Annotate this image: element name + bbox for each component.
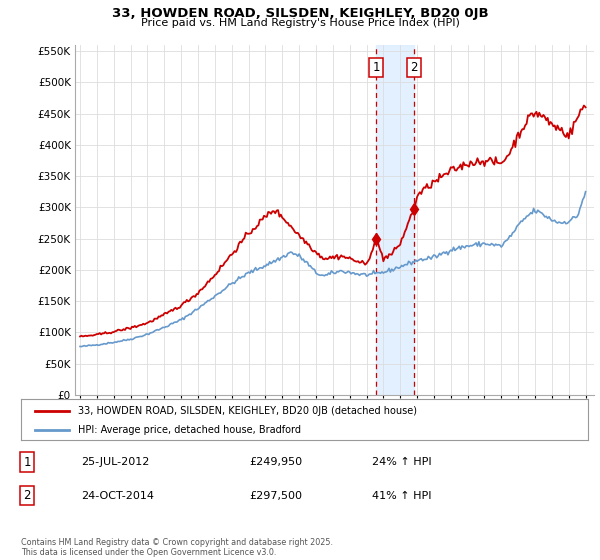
Text: £249,950: £249,950: [249, 457, 302, 467]
Text: HPI: Average price, detached house, Bradford: HPI: Average price, detached house, Brad…: [78, 424, 301, 435]
Bar: [376, 45, 414, 395]
Text: 1: 1: [23, 455, 31, 469]
Text: 24% ↑ HPI: 24% ↑ HPI: [372, 457, 431, 467]
Text: 33, HOWDEN ROAD, SILSDEN, KEIGHLEY, BD20 0JB: 33, HOWDEN ROAD, SILSDEN, KEIGHLEY, BD20…: [112, 7, 488, 20]
Text: Price paid vs. HM Land Registry's House Price Index (HPI): Price paid vs. HM Land Registry's House …: [140, 18, 460, 28]
Text: 2: 2: [23, 489, 31, 502]
Text: 1: 1: [372, 60, 380, 73]
Text: 41% ↑ HPI: 41% ↑ HPI: [372, 491, 431, 501]
Text: £297,500: £297,500: [249, 491, 302, 501]
Text: 25-JUL-2012: 25-JUL-2012: [81, 457, 149, 467]
Text: 2: 2: [410, 60, 418, 73]
Text: 33, HOWDEN ROAD, SILSDEN, KEIGHLEY, BD20 0JB (detached house): 33, HOWDEN ROAD, SILSDEN, KEIGHLEY, BD20…: [78, 405, 416, 416]
Text: Contains HM Land Registry data © Crown copyright and database right 2025.
This d: Contains HM Land Registry data © Crown c…: [21, 538, 333, 557]
Text: 24-OCT-2014: 24-OCT-2014: [81, 491, 154, 501]
